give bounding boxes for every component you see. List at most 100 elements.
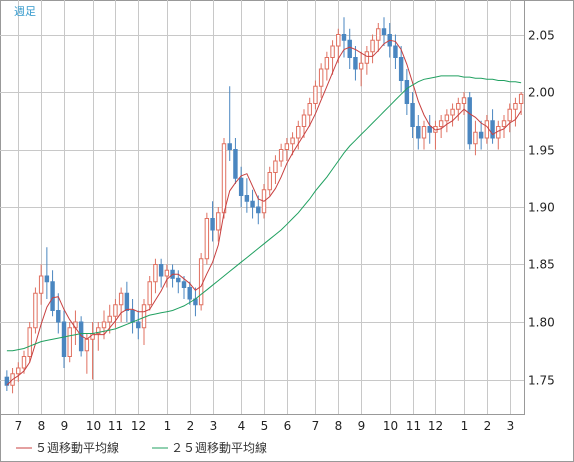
- candle: [490, 109, 495, 144]
- candle-body: [358, 62, 364, 70]
- candle-body: [44, 275, 50, 283]
- candle: [410, 92, 415, 138]
- candle: [50, 270, 55, 317]
- candle-body: [421, 126, 427, 139]
- candle-body: [518, 93, 524, 105]
- candle: [244, 178, 250, 213]
- candle: [473, 120, 478, 156]
- candle-body: [238, 177, 244, 196]
- candle-body: [113, 304, 118, 317]
- candle-body: [124, 292, 130, 311]
- candle: [324, 51, 330, 81]
- candle: [250, 189, 255, 219]
- candle-body: [50, 281, 55, 311]
- candle-body: [313, 85, 318, 104]
- candle: [398, 46, 404, 92]
- candle-body: [461, 97, 467, 104]
- candle-body: [267, 172, 272, 191]
- candle-body: [96, 327, 101, 334]
- x-tick-label: 7: [15, 419, 23, 433]
- x-tick-label: 11: [108, 419, 123, 433]
- x-tick-label: 2: [187, 419, 195, 433]
- candle-body: [398, 57, 404, 81]
- x-tick-label: 4: [238, 419, 246, 433]
- candle: [444, 109, 450, 133]
- candle-body: [438, 120, 444, 127]
- candle-body: [198, 258, 204, 306]
- candle-body: [484, 120, 490, 139]
- candle-body: [341, 34, 347, 41]
- candle-body: [27, 327, 32, 357]
- candle-body: [427, 126, 432, 133]
- candle-body: [364, 51, 370, 64]
- candle-body: [444, 114, 450, 122]
- candle: [204, 212, 210, 265]
- candle-body: [136, 321, 141, 329]
- candle-body: [296, 126, 301, 139]
- x-tick-label: 2: [484, 419, 492, 433]
- candle-body: [330, 45, 335, 58]
- candle: [198, 253, 204, 311]
- candle: [393, 34, 398, 69]
- candle: [181, 276, 187, 299]
- candle: [336, 28, 341, 64]
- candle-body: [227, 143, 232, 150]
- candle-body: [478, 131, 484, 139]
- candle-body: [21, 356, 27, 369]
- candle-body: [490, 120, 495, 139]
- candle: [33, 287, 38, 334]
- candle: [290, 132, 295, 156]
- candle-body: [158, 264, 164, 277]
- candle-body: [284, 143, 290, 150]
- candle: [233, 138, 238, 184]
- candle: [256, 195, 261, 225]
- x-tick-label: 3: [507, 419, 515, 433]
- candle-body: [181, 281, 187, 288]
- candle-body: [4, 376, 10, 386]
- candle-body: [416, 126, 421, 139]
- candle: [21, 350, 27, 374]
- x-tick-label: 1: [461, 419, 469, 433]
- candle: [38, 264, 44, 305]
- candle-body: [38, 275, 44, 294]
- candle-body: [221, 143, 227, 214]
- candle: [513, 97, 518, 127]
- candle: [450, 103, 455, 127]
- candle: [341, 17, 347, 58]
- x-tick-label: 7: [312, 419, 320, 433]
- candle-body: [153, 264, 158, 283]
- y-tick-label: 1.95: [528, 144, 555, 158]
- candle-body: [147, 281, 152, 306]
- x-tick-label: 8: [335, 419, 343, 433]
- candle-body: [250, 200, 255, 208]
- candle: [461, 92, 467, 115]
- candle-body: [501, 120, 507, 127]
- candle-body: [393, 45, 398, 58]
- candle-body: [101, 321, 107, 329]
- candle: [381, 17, 387, 46]
- candle-body: [233, 149, 238, 179]
- candle-body: [273, 160, 278, 173]
- candle: [118, 287, 124, 322]
- candle: [210, 201, 215, 242]
- candle-body: [347, 39, 352, 58]
- candle-body: [456, 103, 461, 110]
- candle: [67, 322, 72, 363]
- candle-body: [187, 287, 192, 300]
- candle: [438, 115, 444, 138]
- candle-body: [307, 103, 312, 116]
- candle: [153, 258, 158, 294]
- x-tick-label: 11: [406, 419, 421, 433]
- candle-body: [507, 108, 512, 122]
- candle: [158, 258, 164, 288]
- candle: [267, 166, 272, 196]
- candle: [124, 281, 130, 322]
- candle: [456, 97, 461, 121]
- x-tick-label: 8: [38, 419, 46, 433]
- candle: [284, 138, 290, 161]
- candle-body: [204, 218, 210, 260]
- candle-body: [467, 97, 472, 145]
- candle-body: [353, 57, 358, 70]
- ma5-line: [6, 39, 522, 386]
